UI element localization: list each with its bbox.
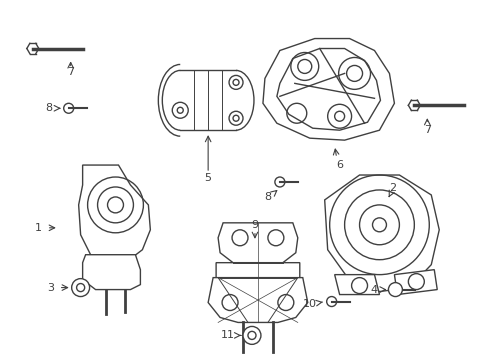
Text: 5: 5 — [205, 173, 212, 183]
Polygon shape — [218, 223, 298, 263]
Text: 2: 2 — [389, 183, 396, 193]
Text: 10: 10 — [303, 298, 317, 309]
Text: 7: 7 — [424, 125, 431, 135]
Polygon shape — [216, 263, 300, 293]
Text: 11: 11 — [221, 330, 235, 341]
Polygon shape — [335, 275, 379, 294]
Circle shape — [243, 327, 261, 345]
Text: 9: 9 — [251, 220, 259, 230]
Polygon shape — [263, 39, 394, 140]
Text: 8: 8 — [45, 103, 52, 113]
Polygon shape — [208, 278, 308, 323]
Text: 4: 4 — [371, 284, 378, 294]
Polygon shape — [83, 255, 141, 289]
Circle shape — [389, 283, 402, 297]
Circle shape — [72, 279, 90, 297]
Text: 6: 6 — [336, 160, 343, 170]
Polygon shape — [325, 175, 439, 292]
Polygon shape — [78, 165, 150, 265]
Text: 3: 3 — [47, 283, 54, 293]
Text: 1: 1 — [35, 223, 42, 233]
Text: 8: 8 — [264, 192, 271, 202]
Text: 7: 7 — [67, 67, 74, 77]
Polygon shape — [394, 270, 437, 294]
